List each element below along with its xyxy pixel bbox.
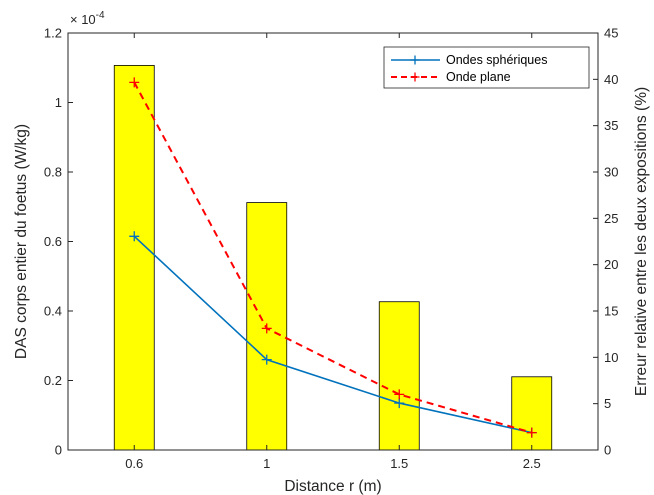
legend-marker-0 xyxy=(410,55,420,65)
y-right-tick-label: 20 xyxy=(604,257,618,272)
y-left-tick-label: 0.6 xyxy=(44,234,62,249)
y-right-tick-label: 35 xyxy=(604,118,618,133)
bar xyxy=(378,301,420,451)
x-axis-ticks: 0.6 1 1.5 2.5 xyxy=(125,33,541,471)
y-left-tick-label: 1 xyxy=(55,95,62,110)
y-right-tick-label: 15 xyxy=(604,304,618,319)
series-line-0 xyxy=(133,235,532,434)
y-left-tick-label: 0 xyxy=(55,443,62,458)
y-right-tick-label: 25 xyxy=(604,211,618,226)
y-left-tick-label: 1.2 xyxy=(44,26,62,41)
y-right-axis-ticks: 0 5 10 15 20 25 30 35 40 45 xyxy=(593,26,618,458)
x-tick-label: 0.6 xyxy=(125,456,143,471)
y-right-tick-label: 40 xyxy=(604,72,618,87)
legend-box xyxy=(383,46,590,89)
legend: Ondes sphériques Onde plane xyxy=(383,46,590,89)
bar xyxy=(113,65,155,451)
y-right-tick-label: 30 xyxy=(604,165,618,180)
x-tick-label: 2.5 xyxy=(523,456,541,471)
x-tick-label: 1 xyxy=(263,456,270,471)
series-point xyxy=(394,389,405,400)
series-point xyxy=(394,398,405,409)
bar xyxy=(511,376,553,451)
legend-label-0: Ondes sphériques xyxy=(446,53,547,67)
lines-layer xyxy=(129,77,537,438)
y-right-axis-label: Erreur relative entre les deux expositio… xyxy=(633,87,650,396)
y-left-axis-label: DAS corps entier du foetus (W/kg) xyxy=(13,124,30,359)
series-point xyxy=(129,77,140,88)
legend-label-1: Onde plane xyxy=(446,70,511,84)
x-axis-label: Distance r (m) xyxy=(284,478,381,495)
x-tick-label: 1.5 xyxy=(390,456,408,471)
y-left-tick-label: 0.8 xyxy=(44,165,62,180)
y-right-tick-label: 0 xyxy=(604,443,611,458)
y-right-tick-label: 45 xyxy=(604,26,618,41)
y-right-tick-label: 5 xyxy=(604,396,611,411)
y-left-axis-ticks: 0 0.2 0.4 0.6 0.8 1 1.2 xyxy=(44,26,73,458)
y-left-tick-label: 0.2 xyxy=(44,373,62,388)
bars-layer xyxy=(113,65,553,451)
series-point xyxy=(261,323,272,334)
y-right-tick-label: 10 xyxy=(604,350,618,365)
y-left-tick-label: 0.4 xyxy=(44,304,62,319)
series-point xyxy=(261,354,272,365)
y-left-exponent: × 10-4 xyxy=(70,10,105,27)
series-point xyxy=(526,427,537,438)
legend-marker-1 xyxy=(410,72,420,82)
series-point xyxy=(129,231,140,242)
series-line-1 xyxy=(133,81,533,434)
